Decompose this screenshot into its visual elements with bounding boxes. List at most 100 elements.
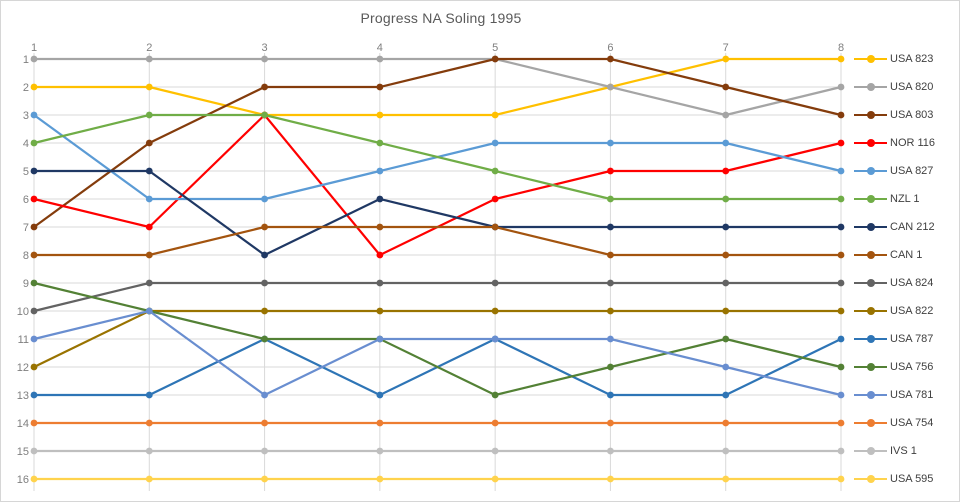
series-point-usa-827 [145, 195, 153, 203]
series-point-usa-781 [376, 335, 384, 343]
x-axis-tick-label: 6 [607, 42, 613, 54]
series-line-usa-820 [32, 57, 843, 117]
series-point-usa-756 [491, 391, 499, 399]
series-point-usa-803 [261, 83, 268, 91]
series-point-usa-781 [607, 335, 614, 343]
series-point-usa-754 [607, 419, 614, 427]
series-line-usa-756 [32, 281, 843, 397]
series-point-nzl-1 [145, 111, 153, 119]
series-point-usa-595 [607, 475, 614, 483]
y-axis-tick-label: 13 [17, 390, 29, 402]
series-point-usa-787 [30, 391, 38, 399]
series-point-can-1 [376, 223, 384, 231]
series-point-ivs-1 [376, 447, 384, 455]
series-line-usa-823 [32, 57, 843, 117]
series-point-usa-756 [261, 335, 268, 343]
x-axis-tick-label: 3 [262, 42, 268, 54]
y-axis-tick-label: 3 [23, 110, 29, 122]
series-point-usa-827 [376, 167, 384, 175]
series-point-usa-787 [376, 391, 384, 399]
series-line-nor-116 [32, 113, 843, 257]
series-point-can-1 [491, 223, 499, 231]
series-point-usa-595 [145, 475, 153, 483]
series-point-usa-827 [30, 111, 38, 119]
series-point-usa-595 [837, 475, 845, 483]
series-point-usa-820 [145, 55, 153, 63]
series-point-usa-827 [837, 167, 845, 175]
series-point-usa-756 [607, 363, 614, 371]
series-point-usa-754 [261, 419, 268, 427]
series-point-usa-595 [261, 475, 268, 483]
series-point-can-1 [722, 251, 730, 259]
series-point-can-1 [837, 251, 845, 259]
series-point-usa-803 [145, 139, 153, 147]
series-point-usa-827 [491, 139, 499, 147]
chart-title: Progress NA Soling 1995 [360, 10, 522, 26]
series-point-usa-754 [491, 419, 499, 427]
series-point-nzl-1 [30, 139, 38, 147]
series-point-usa-756 [30, 279, 38, 287]
series-point-usa-754 [722, 419, 730, 427]
series-point-ivs-1 [261, 447, 268, 455]
series-point-usa-824 [722, 279, 730, 287]
series-point-can-212 [607, 223, 614, 231]
series-point-nzl-1 [491, 167, 499, 175]
series-point-usa-820 [722, 111, 730, 119]
series-line-nzl-1 [32, 113, 843, 201]
series-point-usa-754 [837, 419, 845, 427]
y-axis-tick-label: 7 [23, 222, 29, 234]
series-point-usa-823 [491, 111, 499, 119]
series-point-usa-595 [376, 475, 384, 483]
series-line-can-212 [32, 169, 843, 257]
series-point-usa-824 [376, 279, 384, 287]
series-point-usa-756 [722, 335, 730, 343]
series-point-usa-822 [30, 363, 38, 371]
series-point-usa-822 [376, 307, 384, 315]
series-point-ivs-1 [607, 447, 614, 455]
y-axis-tick-label: 5 [23, 166, 29, 178]
series-point-can-1 [30, 251, 38, 259]
series-point-usa-803 [722, 83, 730, 91]
x-axis-tick-label: 5 [492, 42, 498, 54]
y-axis-tick-label: 9 [23, 278, 29, 290]
series-point-usa-754 [376, 419, 384, 427]
series-point-usa-824 [607, 279, 614, 287]
series-point-can-212 [145, 167, 153, 175]
series-point-ivs-1 [837, 447, 845, 455]
series-point-usa-824 [30, 307, 38, 315]
series-point-usa-820 [607, 83, 614, 91]
series-point-usa-824 [145, 279, 153, 287]
series-point-nor-116 [376, 251, 384, 259]
series-point-usa-827 [261, 195, 268, 203]
series-point-usa-781 [145, 307, 153, 315]
x-axis-tick-label: 4 [377, 42, 383, 54]
series-point-usa-820 [261, 55, 268, 63]
y-axis-tick-label: 2 [23, 82, 29, 94]
series-point-ivs-1 [30, 447, 38, 455]
series-point-nor-116 [607, 167, 614, 175]
series-point-usa-822 [261, 307, 268, 315]
series-point-can-212 [30, 167, 38, 175]
series-point-nzl-1 [722, 195, 730, 203]
series-point-usa-781 [30, 335, 38, 343]
series-line-usa-803 [32, 57, 843, 229]
series-point-nzl-1 [376, 139, 384, 147]
series-point-nor-116 [491, 195, 499, 203]
series-point-usa-756 [837, 363, 845, 371]
series-point-usa-820 [30, 55, 38, 63]
series-point-usa-824 [491, 279, 499, 287]
series-point-can-212 [837, 223, 845, 231]
series-point-usa-803 [837, 111, 845, 119]
series-point-usa-595 [491, 475, 499, 483]
series-point-usa-754 [145, 419, 153, 427]
series-point-usa-827 [722, 139, 730, 147]
y-axis-tick-label: 6 [23, 194, 29, 206]
series-point-usa-824 [261, 279, 268, 287]
series-point-nor-116 [30, 195, 38, 203]
series-point-usa-781 [491, 335, 499, 343]
series-point-usa-595 [722, 475, 730, 483]
x-axis-tick-label: 7 [723, 42, 729, 54]
series-point-usa-781 [722, 363, 730, 371]
